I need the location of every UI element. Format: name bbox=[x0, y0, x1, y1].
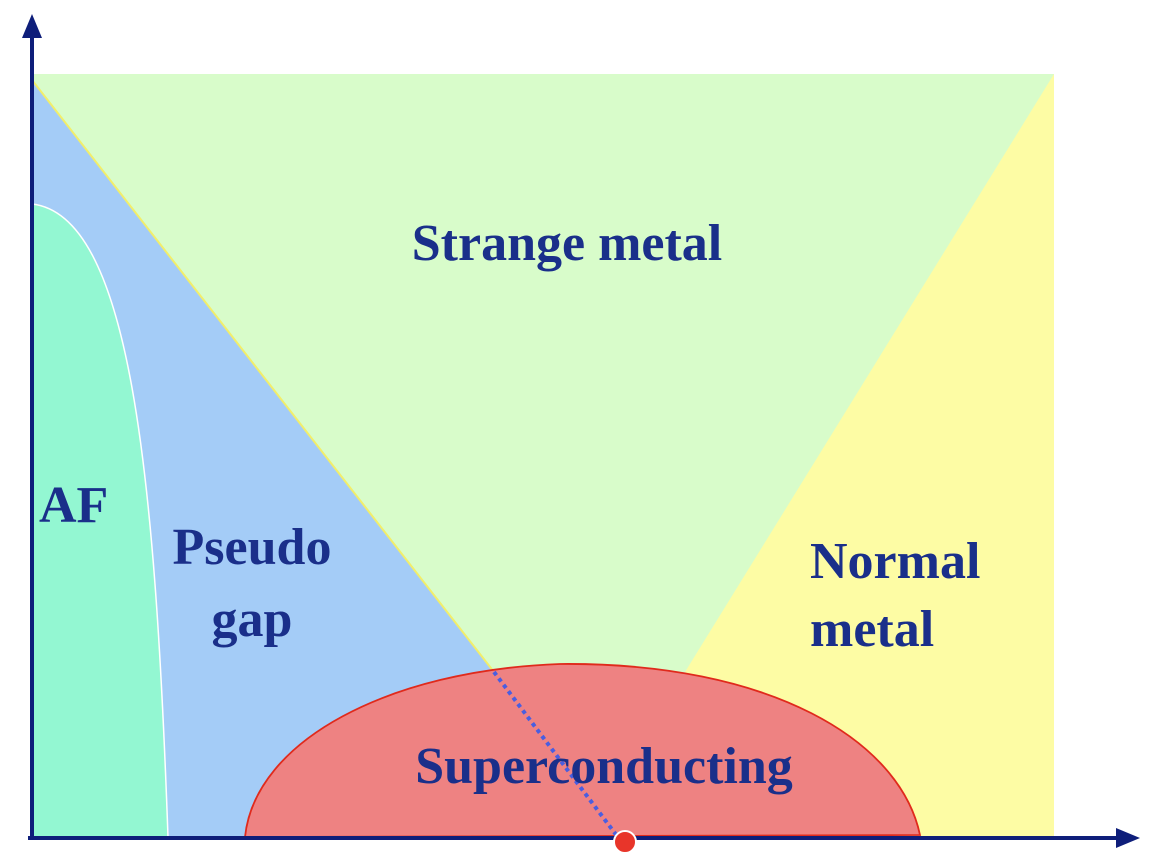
af-region bbox=[31, 203, 169, 838]
crossover-line bbox=[492, 670, 622, 842]
y-axis-arrowhead bbox=[22, 14, 42, 38]
critical-point bbox=[613, 830, 637, 854]
pseudo-gap-label-line1: Pseudo bbox=[173, 519, 332, 576]
x-axis-arrowhead bbox=[1116, 828, 1140, 848]
pseudo-gap-boundary bbox=[31, 79, 495, 673]
pseudo-gap-label-line2: gap bbox=[212, 591, 293, 648]
normal-metal-label-line2: metal bbox=[810, 601, 934, 658]
superconducting-dome bbox=[244, 663, 922, 838]
af-label: AF bbox=[39, 477, 108, 534]
normal-metal-label-line1: Normal bbox=[810, 533, 980, 590]
strange-metal-label: Strange metal bbox=[412, 215, 722, 272]
superconducting-label: Superconducting bbox=[415, 738, 793, 795]
normal-metal-region bbox=[685, 74, 1054, 837]
